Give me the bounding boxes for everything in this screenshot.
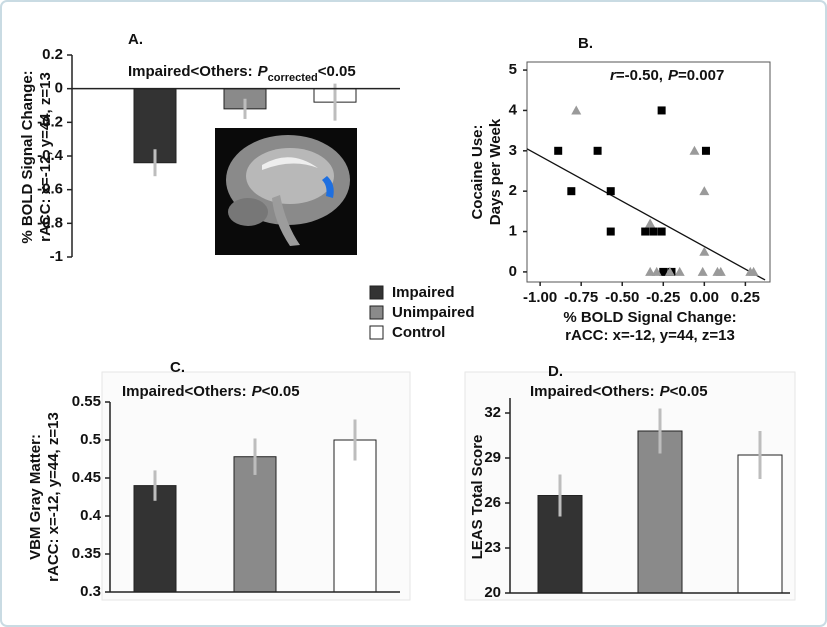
scatter-point — [641, 228, 649, 236]
annotation: Impaired<Others:P<0.05 — [530, 383, 708, 400]
y-axis-label: rACC: x=-12, y=44, z=13 — [45, 412, 62, 582]
y-tick-label: 26 — [484, 494, 501, 511]
annotation-part: corrected — [268, 72, 318, 84]
scatter-point — [607, 228, 615, 236]
x-tick-label: -0.75 — [564, 289, 598, 306]
x-axis-label: % BOLD Signal Change: — [563, 309, 736, 326]
y-tick-label: 0.35 — [72, 545, 101, 562]
y-axis-label: Days per Week — [487, 118, 504, 225]
x-tick-label: 0.25 — [731, 289, 760, 306]
legend-label: Impaired — [392, 284, 455, 301]
x-tick-label: -0.25 — [646, 289, 680, 306]
legend-swatch — [370, 286, 383, 299]
annotation-part: Impaired<Others: — [128, 63, 253, 80]
y-tick-label: 29 — [484, 449, 501, 466]
annotation-part: Impaired<Others: — [530, 383, 655, 400]
y-tick-label: 20 — [484, 584, 501, 601]
y-tick-label: 1 — [509, 223, 517, 240]
scatter-point — [594, 147, 602, 155]
bar — [638, 431, 682, 593]
panel-title: C. — [170, 359, 185, 376]
x-axis-label: rACC: x=-12, y=44, z=13 — [565, 327, 735, 344]
annotation-part: <0.05 — [670, 383, 708, 400]
annotation: Impaired<Others:P<0.05 — [122, 383, 300, 400]
panel-title: A. — [128, 31, 143, 48]
legend-label: Control — [392, 324, 445, 341]
y-tick-label: 0.55 — [72, 393, 101, 410]
y-axis-label: % BOLD Signal Change: — [19, 70, 36, 243]
bar — [134, 486, 176, 592]
brain-image — [215, 128, 357, 255]
y-axis-label: rACC: x=-12, y=44, z=13 — [37, 72, 54, 242]
annotation-part: Impaired<Others: — [122, 383, 247, 400]
x-tick-label: 0.00 — [690, 289, 719, 306]
y-tick-label: 0.45 — [72, 469, 101, 486]
x-tick-label: -1.00 — [523, 289, 557, 306]
annotation-part: =-0.50, — [616, 67, 663, 84]
scatter-point — [554, 147, 562, 155]
y-tick-label: -1 — [50, 248, 63, 265]
scatter-point — [658, 106, 666, 114]
annotation-part: =0.007 — [678, 67, 724, 84]
legend-swatch — [370, 306, 383, 319]
y-tick-label: 0.4 — [80, 507, 102, 524]
y-tick-label: 0 — [509, 263, 517, 280]
annotation-part: <0.05 — [262, 383, 300, 400]
scatter-point — [658, 228, 666, 236]
y-axis-label: VBM Gray Matter: — [27, 434, 44, 560]
scatter-point — [702, 147, 710, 155]
annotation-part: <0.05 — [318, 63, 356, 80]
bar — [334, 440, 376, 592]
y-axis-label: Cocaine Use: — [469, 124, 486, 219]
y-tick-label: 2 — [509, 182, 517, 199]
legend-label: Unimpaired — [392, 304, 475, 321]
y-axis-label: LEAS Total Score — [469, 435, 486, 560]
legend-swatch — [370, 326, 383, 339]
y-tick-label: 32 — [484, 404, 501, 421]
scatter-point — [607, 187, 615, 195]
bar — [234, 457, 276, 592]
y-tick-label: 23 — [484, 539, 501, 556]
x-tick-label: -0.50 — [605, 289, 639, 306]
brain-white-matter — [246, 148, 334, 204]
y-tick-label: 0.3 — [80, 583, 101, 600]
y-tick-label: 0.2 — [42, 46, 63, 63]
annotation: r=-0.50,P=0.007 — [610, 67, 724, 84]
y-tick-label: 0.5 — [80, 431, 101, 448]
y-tick-label: 3 — [509, 142, 517, 159]
y-tick-label: 5 — [509, 61, 517, 78]
panel-title: D. — [548, 363, 563, 380]
scatter-point — [649, 228, 657, 236]
y-tick-label: 0 — [55, 80, 63, 97]
cerebellum — [228, 198, 268, 226]
panel-title: B. — [578, 35, 593, 52]
y-tick-label: 4 — [509, 101, 518, 118]
scatter-point — [567, 187, 575, 195]
figure: A.-1-0.8-0.6-0.4-0.200.2Impaired<Others:… — [0, 0, 827, 627]
